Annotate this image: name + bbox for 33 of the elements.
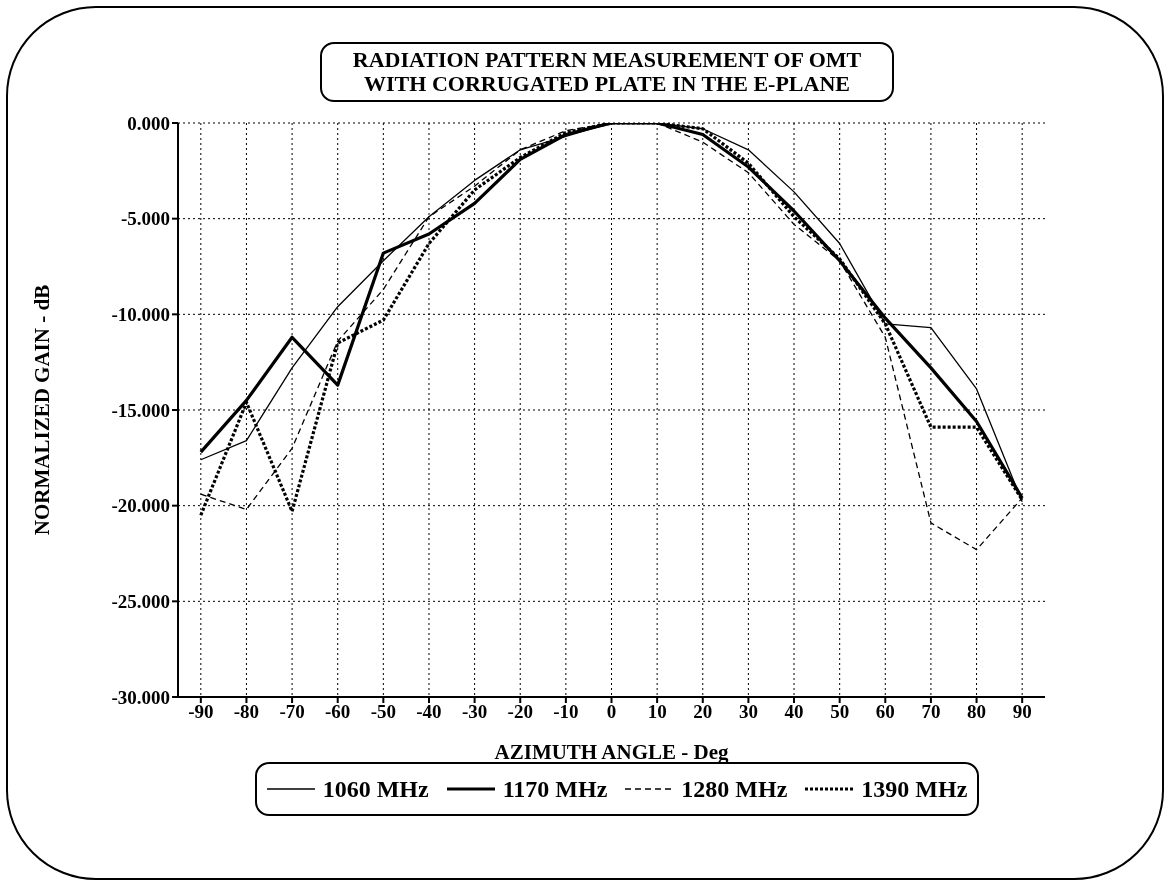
x-tick-label: -70 [279,701,305,723]
legend-label: 1280 MHz [681,775,788,803]
x-tick-label: 80 [967,701,987,723]
y-axis-title: NORMALIZED GAIN - dB [30,284,55,536]
x-tick-label: -30 [461,701,488,723]
x-tick-label: -10 [553,701,579,723]
y-tick-label: -15.000 [111,399,170,421]
x-tick-label: 10 [647,701,667,723]
x-tick-label: 20 [693,701,713,723]
legend-label: 1170 MHz [502,775,608,803]
x-tick-label: 40 [784,701,804,723]
y-tick-label: -30.000 [111,686,170,708]
y-tick-label: -10.000 [111,304,170,326]
y-tick-label: 0.000 [127,112,170,134]
x-tick-label: -50 [370,701,397,723]
x-tick-label: -20 [507,701,533,723]
x-axis-title: AZIMUTH ANGLE - Deg [494,740,729,764]
legend-label: 1060 MHz [322,775,429,803]
chart-title: RADIATION PATTERN MEASUREMENT OF OMT WITH CORRUGATED PLATE IN THE E-PLANE [320,42,894,102]
x-tick-label: 70 [921,701,941,723]
y-tick-label: -25.000 [111,591,170,613]
x-tick-label: 0 [606,701,617,723]
x-tick-label: 30 [738,701,758,723]
x-tick-label: 60 [875,701,895,723]
y-tick-label: -5.000 [120,208,170,230]
legend-label: 1390 MHz [861,775,968,803]
x-tick-label: -80 [233,701,260,723]
x-tick-label: 50 [830,701,850,723]
y-tick-label: -20.000 [111,495,170,517]
x-tick-label: -60 [325,701,351,723]
x-tick-label: 90 [1012,701,1032,723]
x-tick-label: -40 [416,701,442,723]
x-tick-label: -90 [188,701,214,723]
